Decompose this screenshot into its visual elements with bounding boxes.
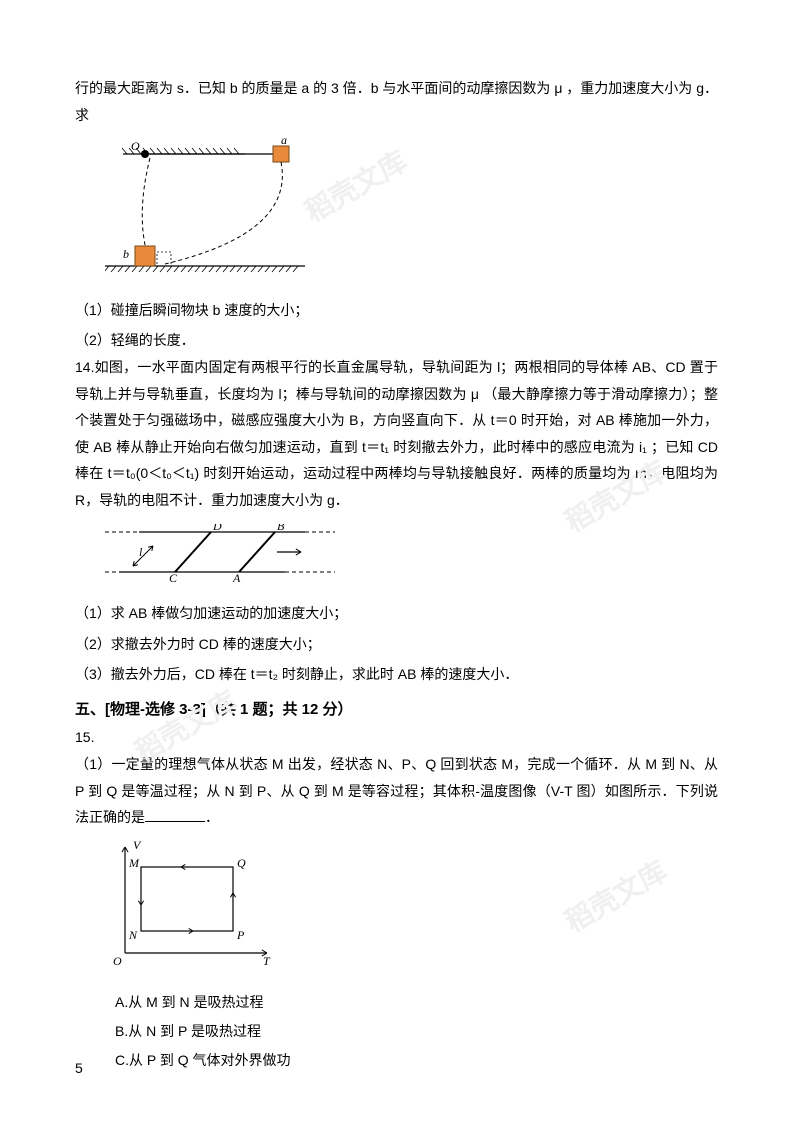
figure-q14-svg: DCBAl: [105, 524, 335, 582]
svg-text:C: C: [169, 571, 178, 582]
figure-q14: DCBAl: [105, 524, 718, 591]
svg-text:V: V: [133, 841, 142, 852]
svg-text:b: b: [123, 247, 129, 261]
q12-part1: （1）碰撞后瞬间物块 b 速度的大小；: [75, 297, 718, 324]
q14-part1: （1）求 AB 棒做匀加速运动的加速度大小；: [75, 600, 718, 627]
svg-text:A: A: [232, 571, 241, 582]
svg-text:O: O: [131, 139, 140, 153]
svg-text:M: M: [128, 856, 140, 870]
q15-part1-text-b: ．: [205, 809, 219, 825]
section5-title: 五、[物理-选修 3-3]（共 1 题；共 12 分）: [75, 696, 718, 725]
q12-part2: （2）轻绳的长度．: [75, 327, 718, 354]
svg-text:Q: Q: [237, 856, 246, 870]
figure-q15: V T O M Q N P: [105, 841, 718, 980]
answer-blank[interactable]: [145, 807, 205, 822]
q14-part2: （2）求撤去外力时 CD 棒的速度大小；: [75, 631, 718, 658]
figure-q12-svg: Oa b: [105, 138, 305, 278]
svg-text:P: P: [236, 928, 245, 942]
svg-text:a: a: [281, 138, 287, 147]
q14-part3: （3）撤去外力后，CD 棒在 t＝t₂ 时刻静止，求此时 AB 棒的速度大小．: [75, 661, 718, 688]
option-b: B.从 N 到 P 是吸热过程: [115, 1018, 718, 1045]
svg-text:D: D: [212, 524, 222, 533]
svg-text:T: T: [263, 954, 271, 968]
figure-q15-svg: V T O M Q N P: [105, 841, 275, 971]
intro-paragraph: 行的最大距离为 s．已知 b 的质量是 a 的 3 倍．b 与水平面间的动摩擦因…: [75, 75, 718, 128]
option-c: C.从 P 到 Q 气体对外界做功: [115, 1047, 718, 1074]
page-number: 5: [75, 1055, 83, 1082]
svg-text:O: O: [113, 954, 122, 968]
option-a: A.从 M 到 N 是吸热过程: [115, 989, 718, 1016]
q14-intro: 14.如图，一水平面内固定有两根平行的长直金属导轨，导轨间距为 l；两根相同的导…: [75, 354, 718, 514]
svg-text:N: N: [128, 928, 138, 942]
figure-q12: Oa b: [105, 138, 718, 287]
q15-part1: （1）一定量的理想气体从状态 M 出发，经状态 N、P、Q 回到状态 M，完成一…: [75, 751, 718, 831]
q15-number: 15.: [75, 724, 718, 751]
svg-text:B: B: [277, 524, 285, 533]
